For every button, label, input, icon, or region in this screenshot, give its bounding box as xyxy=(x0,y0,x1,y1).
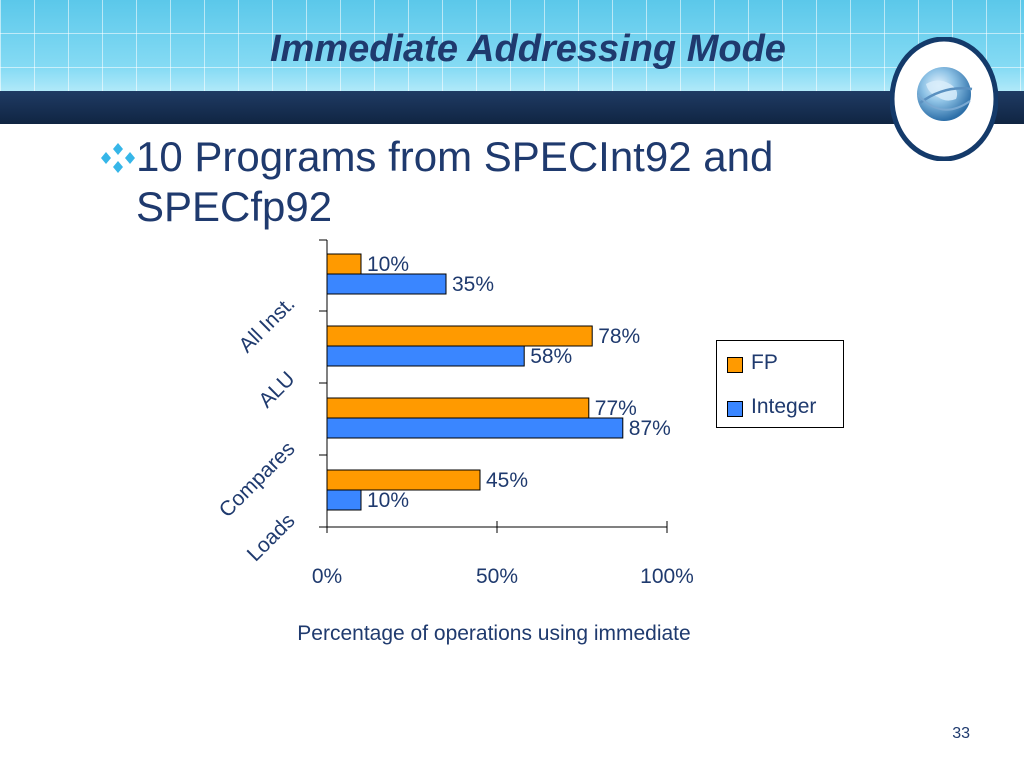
bar-integer-loads xyxy=(326,489,362,511)
legend-label-fp: FP xyxy=(751,351,778,374)
data-label-fp-all-inst: 10% xyxy=(367,253,409,276)
bar-integer-compares xyxy=(326,417,624,439)
legend-swatch-fp xyxy=(727,357,743,373)
category-label-all-inst: All Inst. xyxy=(235,292,300,357)
header-grid-pattern xyxy=(0,0,1024,92)
bar-fp-loads xyxy=(326,469,481,491)
chart-data-labels: 10% 35% 78% 58% 77%87% 45% 10% xyxy=(367,253,671,512)
category-label-loads: Loads xyxy=(243,509,300,566)
legend-swatch-integer xyxy=(727,401,743,417)
page-number: 33 xyxy=(952,725,970,742)
data-label-fp-compares: 77% xyxy=(595,397,637,420)
category-label-alu: ALU xyxy=(254,367,299,412)
bar-fp-compares xyxy=(326,397,590,419)
chart-bars xyxy=(326,253,624,511)
bar-integer-all-inst xyxy=(326,273,447,295)
category-label-compares: Compares xyxy=(215,437,300,522)
slide-title: Immediate Addressing Mode xyxy=(270,28,786,70)
four-diamond-bullet-icon xyxy=(101,143,135,173)
data-label-integer-all-inst: 35% xyxy=(452,273,494,296)
bullet-text: 10 Programs from SPECInt92 and SPECfp92 xyxy=(136,133,774,230)
data-label-integer-alu: 58% xyxy=(530,345,572,368)
bar-integer-alu xyxy=(326,345,525,367)
data-label-fp-loads: 45% xyxy=(486,469,528,492)
x-axis-label: Percentage of operations using immediate xyxy=(297,622,690,645)
x-tick-label-0: 0% xyxy=(312,565,342,588)
data-label-integer-loads: 10% xyxy=(367,489,409,512)
globe-icon xyxy=(890,37,998,161)
x-tick-label-2: 100% xyxy=(640,565,694,588)
header-dark-band xyxy=(0,91,1024,124)
bar-fp-all-inst xyxy=(326,253,362,275)
legend-label-integer: Integer xyxy=(751,395,817,418)
data-label-fp-alu: 78% xyxy=(598,325,640,348)
x-tick-label-1: 50% xyxy=(476,565,518,588)
data-label-integer-compares: 87% xyxy=(629,417,671,440)
chart-legend: FP Integer xyxy=(716,340,844,428)
bar-fp-alu xyxy=(326,325,593,347)
slide-header xyxy=(0,0,1024,124)
